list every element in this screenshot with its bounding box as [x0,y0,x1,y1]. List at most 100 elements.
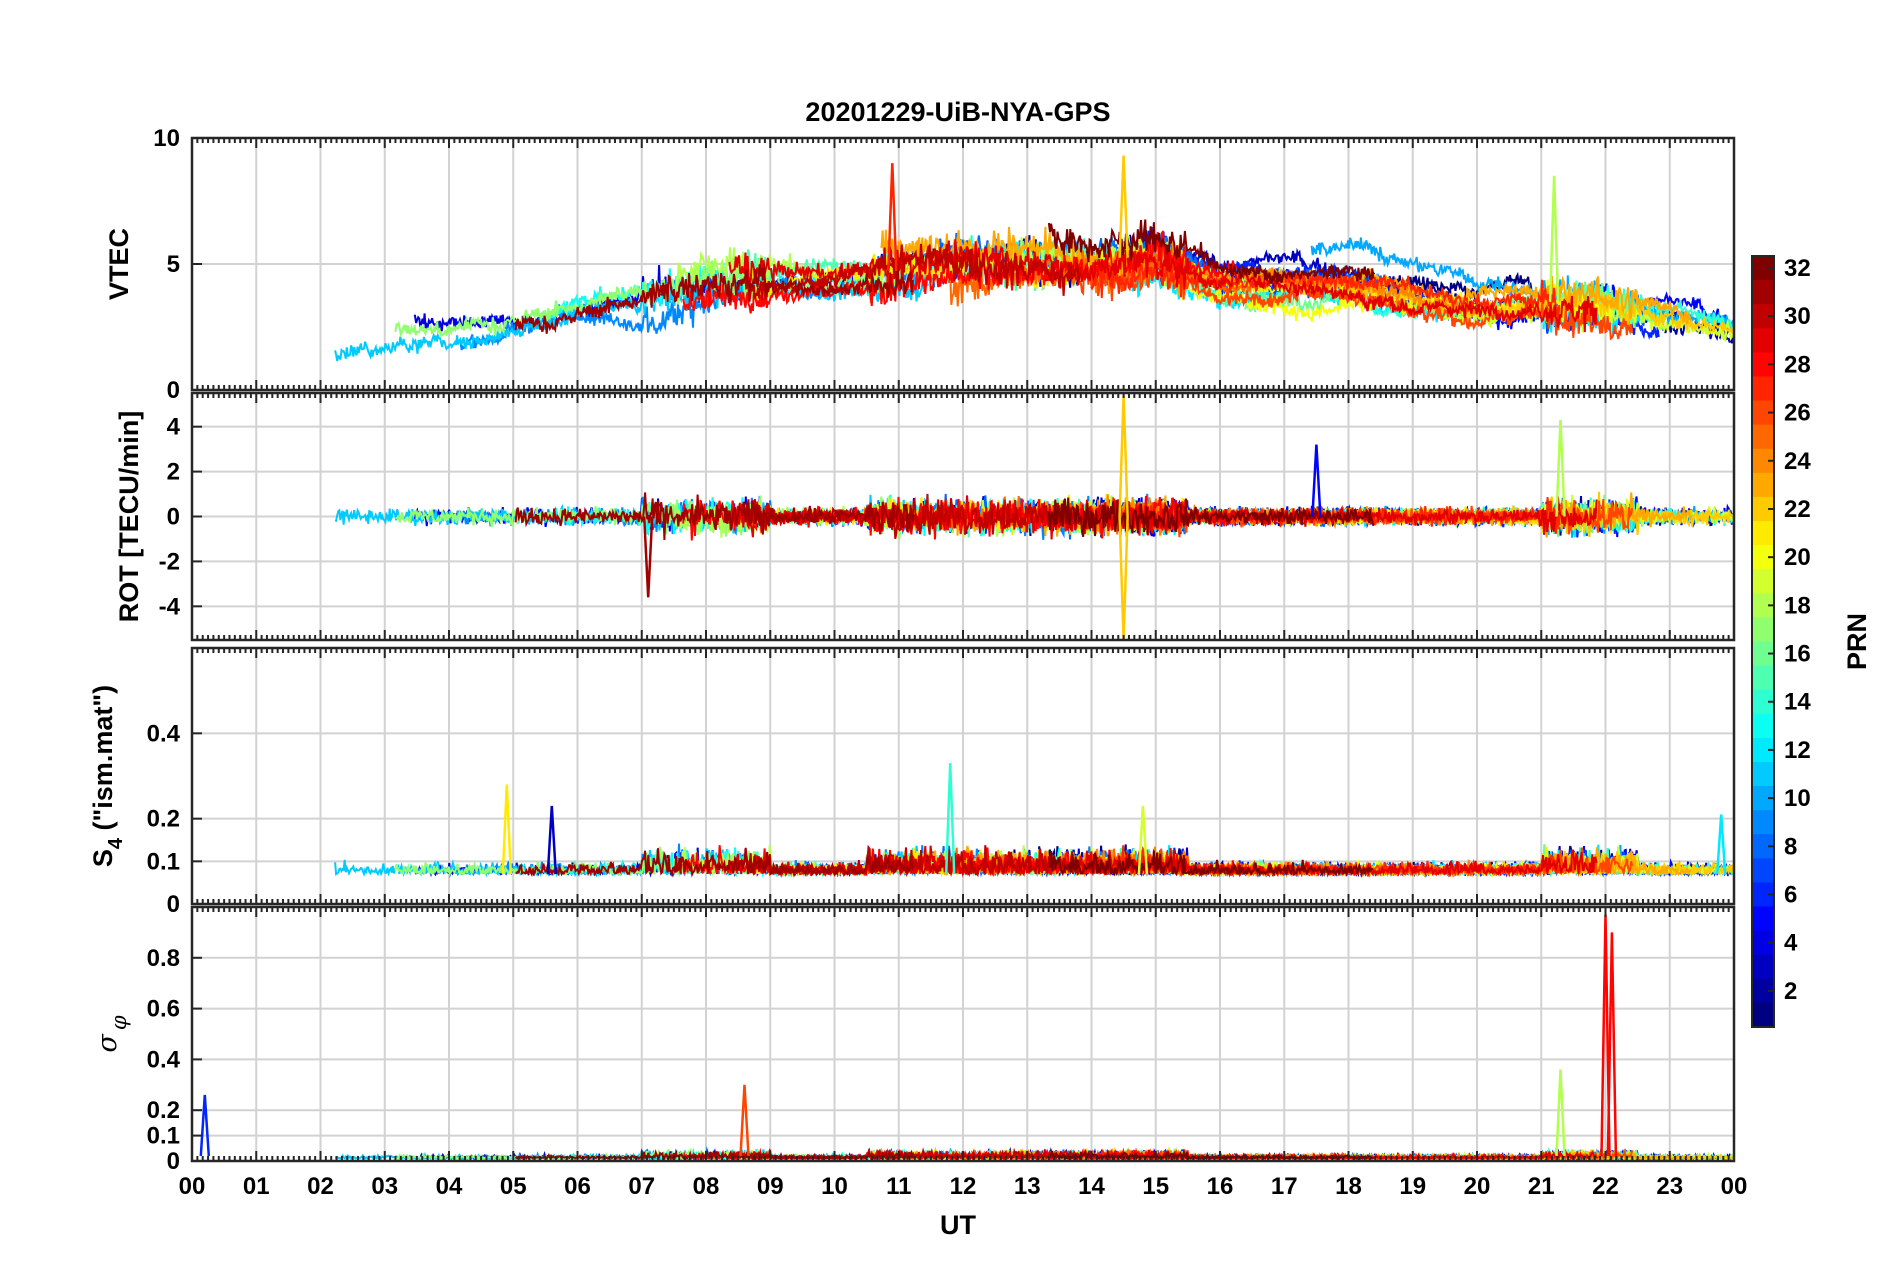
y-tick-label: 4 [167,414,181,441]
spike-prn-27 [887,163,898,271]
colorbar-tick-label: 28 [1784,351,1811,378]
colorbar-segment [1752,689,1774,715]
colorbar-segment [1752,280,1774,305]
x-tick-label: 05 [500,1173,527,1200]
colorbar-tick-label: 6 [1784,881,1797,908]
colorbar-segment [1752,376,1774,402]
colorbar-segment [1752,328,1774,353]
panel-s4: 0 0.1 0.2 0.4 S4 ("ism.mat") [88,646,1736,918]
trace-prn-31 [514,263,914,334]
y-axis-label: S4 ("ism.mat") [88,685,127,867]
trace-prn-32 [1048,850,1374,878]
colorbar-segment [1752,617,1774,643]
y-tick-label: 2 [167,459,180,486]
x-tick-label: 09 [757,1173,784,1200]
colorbar-segment [1752,954,1774,980]
y-tick-label: 0 [167,377,180,404]
spike-prn-3 [546,805,558,875]
x-ticks [191,393,1735,640]
x-tick-label: 08 [693,1173,720,1200]
colorbar-tick-label: 8 [1784,833,1797,860]
spike-prn-22 [1118,516,1129,640]
x-ticks [191,138,1735,390]
trace-prn-29 [728,493,1598,540]
trace-prn-27 [1090,254,1561,320]
colorbar-segment [1752,521,1774,546]
spike-prn-31 [642,516,654,598]
y-tick-label: 0.1 [147,1123,180,1150]
traces [334,395,1734,640]
panel-sigma_phi: 00.10.2 0.4 0.6 0.8 σφ [92,905,1736,1175]
spike-prn-19 [1137,805,1149,875]
colorbar-tick-label: 26 [1784,400,1811,427]
figure-title: 20201229-UiB-NYA-GPS [805,97,1110,127]
x-tick-label: 15 [1142,1173,1169,1200]
trace-prn-32 [1047,497,1375,538]
x-tick-label: 19 [1399,1173,1426,1200]
x-tick-label: 00 [179,1173,206,1200]
colorbar-label: PRN [1842,613,1872,670]
x-tick-label: 02 [307,1173,334,1200]
panel-vtec: 0 5 10 VTEC [104,125,1736,404]
x-axis-label: UT [940,1210,976,1240]
colorbar-segment [1752,496,1774,522]
colorbar-tick-label: 32 [1784,255,1811,282]
colorbar-segment [1752,304,1774,329]
colorbar-segment [1752,858,1774,884]
spike-prn-12 [1715,814,1727,875]
colorbar-tick-label: 22 [1784,496,1811,523]
spike-prn-28 [1606,932,1618,1156]
colorbar-segment [1752,834,1774,859]
traces [334,155,1734,362]
colorbar-tick-label: 24 [1784,448,1811,475]
x-tick-label: 03 [371,1173,398,1200]
trace-prn-31 [515,847,915,878]
y-tick-label: 0 [167,504,180,531]
y-tick-label: 0.2 [147,1097,180,1124]
spike-prn-26 [739,1084,750,1156]
colorbar-tick-label: 2 [1784,978,1797,1005]
x-tick-label: 11 [886,1173,911,1200]
colorbar-tick-label: 30 [1784,303,1811,330]
spike-prn-18 [1555,1069,1566,1156]
colorbar-tick-label: 16 [1784,641,1811,668]
x-tick-label: 13 [1014,1173,1041,1200]
y-tick-label: 0.6 [147,996,180,1023]
x-tick-label: 16 [1207,1173,1234,1200]
y-tick-label: -2 [159,548,180,575]
x-tick-label: 17 [1271,1173,1298,1200]
x-tick-label: 20 [1464,1173,1491,1200]
colorbar-tick-label: 18 [1784,592,1811,619]
x-tick-labels: 00 01 02 03 04 05 06 07 08 09 10 11 12 13 14 15 16 17 18 19… [179,1173,1748,1200]
colorbar-segment [1752,400,1774,426]
trace-prn-32 [1047,219,1375,284]
colorbar-tick-label: 12 [1784,737,1811,764]
colorbar-segment [1752,1002,1774,1028]
x-tick-label: 06 [564,1173,591,1200]
y-axis-label: ROT [TECU/min] [114,411,144,622]
colorbar-segment [1752,761,1774,787]
colorbar-tick-label: 20 [1784,544,1811,571]
colorbar-segment [1752,665,1774,691]
colorbar-segment [1752,906,1774,932]
y-tick-label: 0.1 [147,848,180,875]
x-tick-label: 01 [243,1173,270,1200]
colorbar-segment [1752,978,1774,1004]
x-ticks [191,648,1735,904]
spike-prn-18 [1555,419,1566,517]
colorbar-segment [1752,713,1774,739]
colorbar-segment [1752,472,1774,498]
colorbar-segment [1752,930,1774,956]
x-tick-label: 07 [628,1173,655,1200]
y-tick-label: 0.4 [147,1046,181,1073]
spike-prn-14 [944,763,956,875]
colorbar-tick-label: 4 [1784,930,1798,957]
colorbar-segment [1752,424,1774,450]
colorbar-segment [1752,256,1774,281]
spike-prn-6 [199,1094,211,1156]
colorbar-segment [1752,352,1774,378]
colorbar-segment [1752,786,1774,811]
y-axis-label: VTEC [104,228,134,300]
